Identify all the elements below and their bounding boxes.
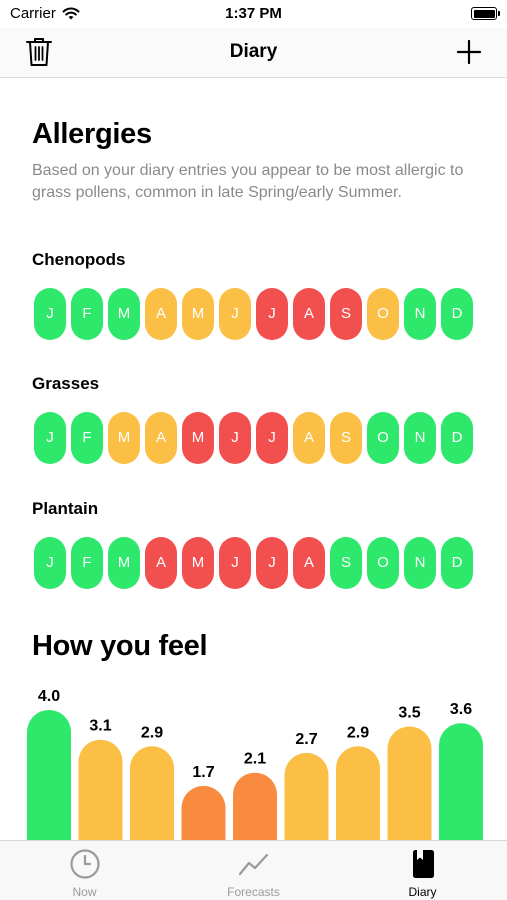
month-pill: D [441, 537, 473, 589]
month-pill: A [145, 288, 177, 340]
feel-bar [284, 752, 329, 842]
allergen-name: Grasses [32, 374, 100, 393]
trash-icon[interactable] [24, 36, 54, 68]
feel-bar [27, 710, 71, 842]
month-pill: J [34, 412, 66, 464]
month-pill: N [404, 412, 436, 464]
month-pill: F [71, 537, 103, 589]
feel-bar-value: 3.1 [89, 718, 111, 735]
feel-bar-value: 4.0 [38, 688, 60, 705]
tab-forecasts[interactable]: Forecasts [169, 841, 338, 900]
tab-label: Diary [408, 885, 437, 899]
month-pill: O [367, 288, 399, 340]
month-pill: F [71, 288, 103, 340]
feel-bar-value: 3.5 [398, 705, 420, 722]
feel-bar [336, 746, 380, 842]
month-pill: J [34, 288, 66, 340]
month-pill: J [256, 537, 288, 589]
feel-bar [130, 746, 174, 842]
feel-bar [78, 739, 123, 842]
allergen-name: Plantain [32, 499, 99, 518]
month-pill: M [182, 288, 214, 340]
month-pill: A [145, 412, 177, 464]
month-pill: J [34, 537, 66, 589]
navigation-bar: Diary [0, 28, 507, 78]
feel-bar [233, 772, 277, 842]
book-icon [412, 850, 434, 878]
feel-bar-chart: 4.0 3.1 2.9 1.7 2.1 2.7 2.9 3.5 3.6 [27, 688, 483, 842]
month-pill: J [219, 412, 251, 464]
feel-heading: How you feel [32, 630, 208, 662]
feel-bar [387, 726, 432, 842]
month-pill: S [330, 537, 362, 589]
month-pill: M [182, 412, 214, 464]
battery-icon [471, 7, 500, 20]
month-pill: J [256, 288, 288, 340]
feel-bar-value: 2.9 [347, 724, 369, 741]
tab-label: Now [72, 885, 97, 899]
status-time: 1:37 PM [225, 5, 282, 22]
add-icon[interactable] [455, 38, 483, 66]
month-pill: D [441, 412, 473, 464]
tab-diary[interactable]: Diary [338, 841, 507, 900]
carrier-label: Carrier [10, 5, 56, 22]
month-pill: A [293, 412, 325, 464]
month-pill: A [293, 537, 325, 589]
feel-bar-value: 2.1 [244, 751, 266, 768]
allergen-name: Chenopods [32, 250, 126, 269]
allergies-summary: Based on your diary entries you appear t… [32, 162, 464, 201]
month-pill: M [108, 288, 140, 340]
month-pill: M [108, 537, 140, 589]
month-pill: F [71, 412, 103, 464]
clock-icon [69, 849, 100, 879]
month-pill: S [330, 288, 362, 340]
tab-now[interactable]: Now [0, 841, 169, 900]
allergies-heading: Allergies [32, 118, 152, 150]
month-pill: S [330, 412, 362, 464]
feel-bar-value: 2.9 [141, 724, 163, 741]
feel-bar-value: 2.7 [295, 731, 317, 748]
wifi-icon [62, 7, 80, 20]
month-pill: J [219, 537, 251, 589]
month-pill: O [367, 537, 399, 589]
feel-bar [181, 785, 226, 842]
month-pill: A [293, 288, 325, 340]
month-pill: J [256, 412, 288, 464]
feel-bar [439, 723, 483, 842]
month-pill: A [145, 537, 177, 589]
tab-label: Forecasts [227, 885, 280, 899]
month-pill: N [404, 537, 436, 589]
tab-bar: Now Forecasts Diary [0, 840, 507, 900]
trend-icon [238, 853, 268, 876]
month-pill: N [404, 288, 436, 340]
feel-bar-value: 3.6 [450, 701, 472, 718]
month-pill: M [182, 537, 214, 589]
month-pill: D [441, 288, 473, 340]
month-pill: M [108, 412, 140, 464]
status-bar: Carrier 1:37 PM [0, 0, 507, 28]
feel-bar-value: 1.7 [192, 764, 214, 781]
page-title: Diary [229, 41, 278, 62]
month-pill: J [219, 288, 251, 340]
month-pill: O [367, 412, 399, 464]
